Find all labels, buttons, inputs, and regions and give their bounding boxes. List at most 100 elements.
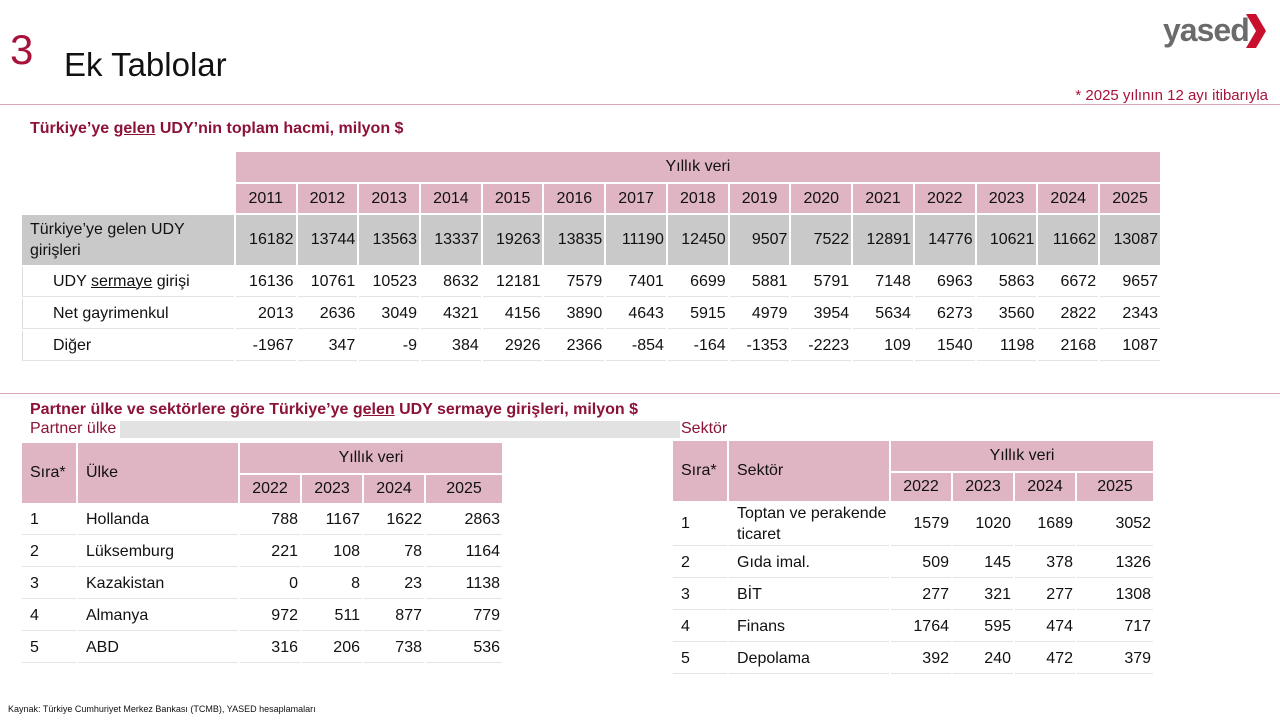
value-cell: 1167 xyxy=(302,505,362,535)
value-cell: 1622 xyxy=(364,505,424,535)
year-header: 2023 xyxy=(302,475,362,503)
rank-cell: 1 xyxy=(673,503,727,546)
group-header: Yıllık veri xyxy=(240,443,503,473)
value-cell: 6963 xyxy=(914,267,975,297)
divider xyxy=(0,393,1280,394)
year-header: 2020 xyxy=(791,184,852,213)
value-cell: -1353 xyxy=(729,331,790,361)
value-cell: 240 xyxy=(953,644,1013,674)
value-cell: 4643 xyxy=(606,299,666,329)
value-cell: 5791 xyxy=(791,267,852,297)
data-row: 5 Depolama 392 240 472 379 xyxy=(673,644,1154,674)
text-part: Türkiye’ye xyxy=(30,120,114,137)
value-cell: 2343 xyxy=(1100,299,1160,329)
value-cell: 474 xyxy=(1015,612,1075,642)
value-cell: 16136 xyxy=(235,267,296,297)
value-cell: 3890 xyxy=(544,299,605,329)
year-header: 2024 xyxy=(1015,473,1075,501)
value-cell: 277 xyxy=(891,580,951,610)
rank-cell: 2 xyxy=(22,537,76,567)
value-cell: 16182 xyxy=(235,215,296,265)
value-cell: 109 xyxy=(853,331,913,361)
value-cell: 738 xyxy=(364,633,424,663)
value-cell: 378 xyxy=(1015,548,1075,578)
value-cell: 10621 xyxy=(976,215,1037,265)
data-row: 1 Toptan ve perakende ticaret 1579 1020 1689… xyxy=(673,503,1154,546)
year-header: 2011 xyxy=(235,184,296,213)
value-cell: 2013 xyxy=(235,299,296,329)
name-cell: Lüksemburg xyxy=(78,537,238,567)
value-cell: 2822 xyxy=(1038,299,1099,329)
value-cell: 5634 xyxy=(853,299,913,329)
value-cell: 6672 xyxy=(1038,267,1099,297)
value-cell: 8632 xyxy=(421,267,481,297)
year-header: 2013 xyxy=(359,184,420,213)
value-cell: 2366 xyxy=(544,331,605,361)
value-cell: 10523 xyxy=(359,267,420,297)
row-label: UDY sermaye girişi xyxy=(22,267,234,297)
total-row: Türkiye’ye gelen UDY girişleri 16182 13744… xyxy=(22,215,1160,265)
value-cell: 14776 xyxy=(914,215,975,265)
value-cell: 1579 xyxy=(891,503,951,546)
year-row: 2011 2012 2013 2014 2015 2016 2017 2018 2019 2020… xyxy=(22,184,1160,213)
value-cell: 13744 xyxy=(297,215,358,265)
rank-cell: 5 xyxy=(673,644,727,674)
year-header: 2014 xyxy=(421,184,481,213)
value-cell: 7522 xyxy=(791,215,852,265)
value-cell: 8 xyxy=(302,569,362,599)
group-header: Yıllık veri xyxy=(891,441,1154,471)
value-cell: 7579 xyxy=(544,267,605,297)
data-table: Sıra* Sektör Yıllık veri 2022 2023 2024 2025 1 T… xyxy=(671,439,1155,676)
year-header: 2025 xyxy=(426,475,503,503)
year-header: 2021 xyxy=(853,184,913,213)
text-part: girişi xyxy=(152,272,190,290)
section-number: 3 xyxy=(10,26,34,73)
year-header: 2022 xyxy=(240,475,300,503)
year-header: 2018 xyxy=(667,184,728,213)
name-header: Sektör xyxy=(729,441,889,501)
value-cell: 1087 xyxy=(1100,331,1160,361)
value-cell: 2168 xyxy=(1038,331,1099,361)
year-header: 2025 xyxy=(1077,473,1154,501)
value-cell: 509 xyxy=(891,548,951,578)
sub-row: Diğer -1967 347 -9 384 2926 2366 -854 -164 -1353-… xyxy=(22,331,1160,361)
value-cell: -164 xyxy=(667,331,728,361)
value-cell: 595 xyxy=(953,612,1013,642)
value-cell: 11190 xyxy=(606,215,666,265)
value-cell: 23 xyxy=(364,569,424,599)
value-cell: 0 xyxy=(240,569,300,599)
value-cell: 1308 xyxy=(1077,580,1154,610)
value-cell: 511 xyxy=(302,601,362,631)
year-header: 2016 xyxy=(544,184,605,213)
section-title: Partner ülke ve sektörlere göre Türkiye’… xyxy=(30,401,638,419)
empty-cell xyxy=(22,184,234,213)
sub-row: Net gayrimenkul 2013 2636 3049 4321 4156 3890 4… xyxy=(22,299,1160,329)
name-cell: Hollanda xyxy=(78,505,238,535)
year-header: 2022 xyxy=(914,184,975,213)
name-cell: Almanya xyxy=(78,601,238,631)
value-cell: 384 xyxy=(421,331,481,361)
header-row: Sıra* Ülke Yıllık veri xyxy=(22,443,503,503)
text-part: Net gayrimenkul xyxy=(53,304,169,322)
value-cell: 12450 xyxy=(667,215,728,265)
value-cell: 108 xyxy=(302,537,362,567)
value-cell: -1967 xyxy=(235,331,296,361)
value-cell: 13835 xyxy=(544,215,605,265)
data-row: 1 Hollanda 788 1167 1622 2863 xyxy=(22,505,503,535)
year-header: 2022 xyxy=(891,473,951,501)
value-cell: 6273 xyxy=(914,299,975,329)
logo: yased xyxy=(1163,12,1250,48)
name-cell: Toptan ve perakende ticaret xyxy=(729,503,889,546)
rank-cell: 5 xyxy=(22,633,76,663)
value-cell: 3954 xyxy=(791,299,852,329)
value-cell: 12891 xyxy=(853,215,913,265)
value-cell: 13563 xyxy=(359,215,420,265)
name-cell: Gıda imal. xyxy=(729,548,889,578)
value-cell: -9 xyxy=(359,331,420,361)
value-cell: 9657 xyxy=(1100,267,1160,297)
value-cell: 11662 xyxy=(1038,215,1099,265)
value-cell: 321 xyxy=(953,580,1013,610)
value-cell: 1198 xyxy=(976,331,1037,361)
sub-row: UDY sermaye girişi 16136 10761 10523 8632 121… xyxy=(22,267,1160,297)
year-header: 2015 xyxy=(482,184,543,213)
